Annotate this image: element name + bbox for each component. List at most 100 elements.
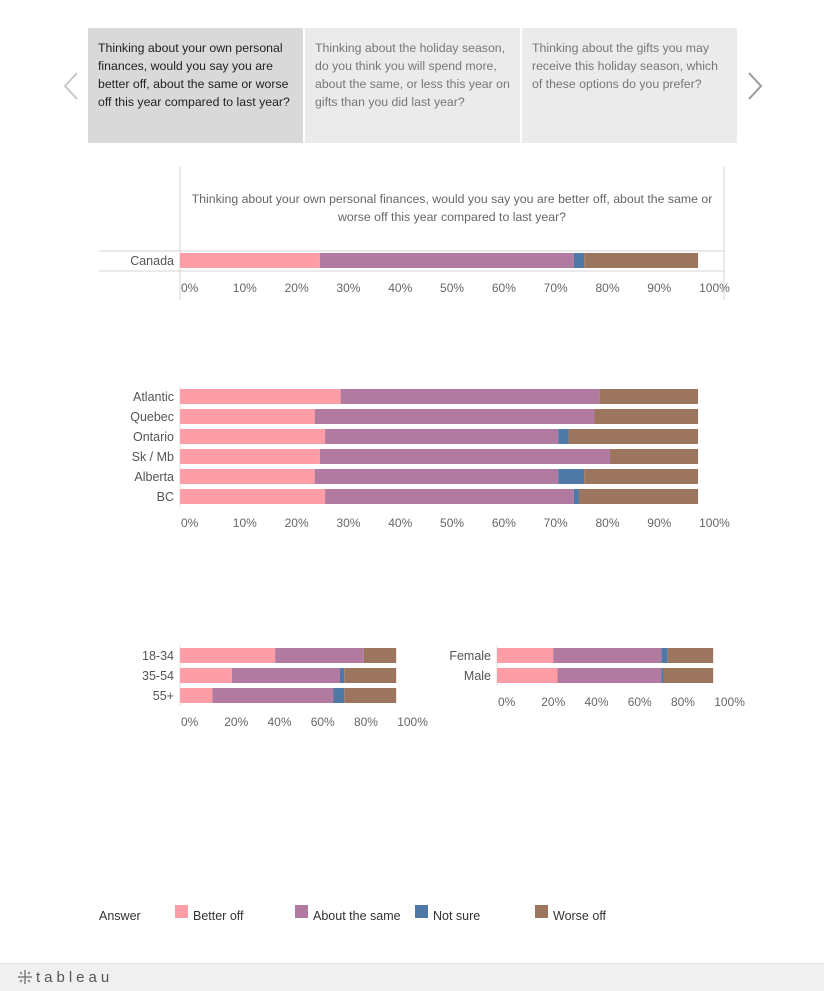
bar-female-better-off (497, 648, 554, 663)
chevron-right-icon[interactable] (742, 66, 768, 106)
bar-35-54-not-sure (339, 668, 345, 683)
tick-label: 20% (285, 281, 309, 295)
category-label-bc: BC (157, 490, 174, 504)
category-label-35-54: 35-54 (142, 669, 174, 683)
legend-label-worse-off[interactable]: Worse off (553, 909, 607, 923)
tick-label: 70% (544, 281, 568, 295)
bar-alberta-worse-off (584, 469, 699, 484)
bar-quebec-about-the-same (314, 409, 595, 424)
footer-brand: tableau (36, 968, 114, 986)
category-label-55: 55+ (153, 689, 174, 703)
tick-label: 50% (440, 281, 464, 295)
footer-bar: tableau (0, 963, 824, 991)
bar-bc-not-sure (573, 489, 579, 504)
tick-label: 30% (336, 516, 360, 530)
bar-18-34-better-off (180, 648, 276, 663)
category-label-18-34: 18-34 (142, 649, 174, 663)
legend-swatch-better-off[interactable] (175, 905, 188, 918)
tick-label: 80% (595, 516, 619, 530)
legend-swatch-not-sure[interactable] (415, 905, 428, 918)
tick-label: 0% (181, 516, 199, 530)
chart-title: Thinking about your own personal finance… (191, 192, 713, 224)
bar-35-54-about-the-same (231, 668, 340, 683)
bar-canada-better-off (180, 253, 320, 268)
bar-female-about-the-same (553, 648, 662, 663)
bar-male-better-off (497, 668, 558, 683)
bar-55-worse-off (344, 688, 397, 703)
legend-swatch-about-the-same[interactable] (295, 905, 308, 918)
bar-ontario-about-the-same (325, 429, 559, 444)
tick-label: 90% (647, 516, 671, 530)
bar-alberta-not-sure (558, 469, 585, 484)
tick-label: 80% (671, 695, 695, 709)
tick-label: 100% (714, 695, 745, 709)
bar-sk-mb-better-off (180, 449, 320, 464)
tick-label: 80% (595, 281, 619, 295)
legend-label-not-sure[interactable]: Not sure (433, 909, 481, 923)
tick-label: 40% (584, 695, 608, 709)
bar-sk-mb-worse-off (610, 449, 699, 464)
legend-swatch-worse-off[interactable] (535, 905, 548, 918)
bar-male-about-the-same (557, 668, 662, 683)
bar-alberta-about-the-same (314, 469, 559, 484)
bar-atlantic-better-off (180, 389, 341, 404)
tick-label: 30% (336, 281, 360, 295)
tab-holiday-spending[interactable]: Thinking about the holiday season, do yo… (305, 28, 520, 143)
category-label-sk-mb: Sk / Mb (132, 450, 174, 464)
bar-18-34-about-the-same (275, 648, 364, 663)
tick-label: 10% (233, 281, 257, 295)
chevron-left-icon[interactable] (58, 66, 84, 106)
bar-canada-worse-off (584, 253, 699, 268)
bar-55-about-the-same (212, 688, 334, 703)
tick-label: 0% (498, 695, 516, 709)
tick-label: 40% (388, 516, 412, 530)
bar-male-worse-off (663, 668, 714, 683)
tab-personal-finances[interactable]: Thinking about your own personal finance… (88, 28, 303, 143)
bar-quebec-better-off (180, 409, 315, 424)
tick-label: 40% (388, 281, 412, 295)
legend-label-better-off[interactable]: Better off (193, 909, 244, 923)
tableau-logo[interactable]: tableau (16, 968, 113, 986)
bar-bc-better-off (180, 489, 326, 504)
bar-35-54-better-off (180, 668, 232, 683)
category-label-quebec: Quebec (130, 410, 174, 424)
tick-label: 60% (492, 516, 516, 530)
tick-label: 20% (224, 715, 248, 729)
bar-female-not-sure (661, 648, 668, 663)
bar-alberta-better-off (180, 469, 315, 484)
tick-label: 60% (311, 715, 335, 729)
legend-title: Answer (99, 909, 141, 923)
category-label-atlantic: Atlantic (133, 390, 174, 404)
bar-ontario-not-sure (558, 429, 569, 444)
category-label-ontario: Ontario (133, 430, 174, 444)
bar-35-54-worse-off (344, 668, 397, 683)
bar-ontario-worse-off (568, 429, 699, 444)
bar-quebec-worse-off (594, 409, 699, 424)
tableau-logo-icon (18, 970, 32, 984)
bar-canada-about-the-same (319, 253, 574, 268)
bar-male-not-sure (661, 668, 664, 683)
bar-atlantic-about-the-same (340, 389, 600, 404)
tick-label: 100% (699, 281, 730, 295)
bar-bc-worse-off (578, 489, 699, 504)
tick-label: 50% (440, 516, 464, 530)
tick-label: 100% (699, 516, 730, 530)
bar-female-worse-off (667, 648, 714, 663)
tick-label: 100% (397, 715, 428, 729)
tick-label: 0% (181, 715, 199, 729)
tick-label: 80% (354, 715, 378, 729)
tick-label: 90% (647, 281, 671, 295)
tick-label: 10% (233, 516, 257, 530)
category-label-male: Male (464, 669, 491, 683)
bar-55-better-off (180, 688, 213, 703)
category-label-alberta: Alberta (134, 470, 174, 484)
tick-label: 70% (544, 516, 568, 530)
category-label-female: Female (449, 649, 491, 663)
legend-label-about-the-same[interactable]: About the same (313, 909, 401, 923)
bar-55-not-sure (333, 688, 345, 703)
bar-canada-not-sure (573, 253, 585, 268)
tab-gift-preference[interactable]: Thinking about the gifts you may receive… (522, 28, 737, 143)
tick-label: 20% (285, 516, 309, 530)
category-label-canada: Canada (130, 254, 174, 268)
